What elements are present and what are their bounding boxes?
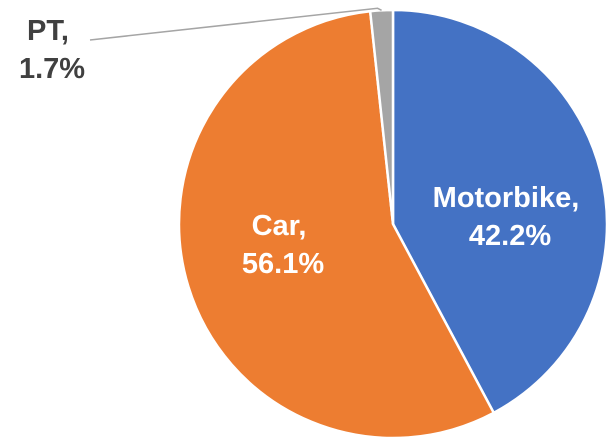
pie-slice bbox=[177, 9, 496, 439]
data-label: PT, 1.7% bbox=[19, 15, 85, 85]
data-label-line: 56.1% bbox=[242, 248, 324, 280]
data-label: Motorbike, 42.2% bbox=[433, 182, 588, 252]
data-label-line: PT, bbox=[27, 15, 77, 47]
leader-line bbox=[89, 7, 382, 41]
data-label: Car, 56.1% bbox=[242, 210, 324, 280]
data-label-line: Car, bbox=[252, 210, 315, 242]
pie-slice bbox=[391, 8, 608, 415]
data-label-line: Motorbike, bbox=[433, 182, 588, 214]
data-label-line: 1.7% bbox=[19, 53, 85, 85]
data-label-line: 42.2% bbox=[469, 220, 551, 252]
